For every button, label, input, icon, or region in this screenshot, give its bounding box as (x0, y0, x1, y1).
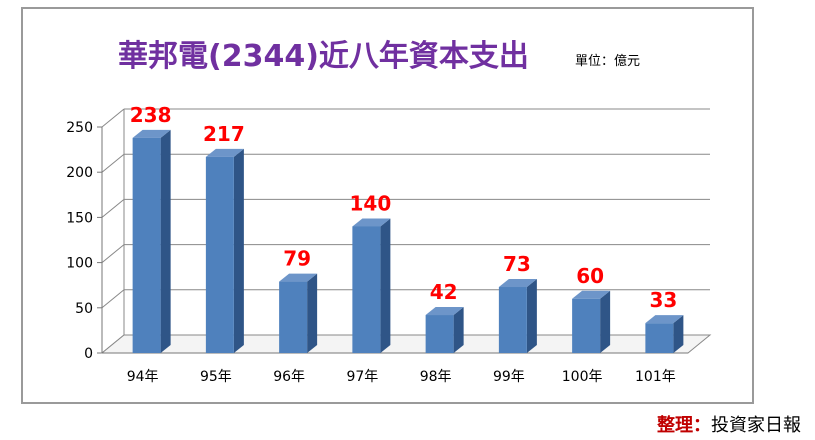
x-tick-label: 96年 (273, 369, 305, 385)
data-label: 42 (430, 280, 458, 304)
bar (645, 323, 674, 353)
bar (498, 287, 527, 353)
bar-side (380, 218, 391, 353)
bar-top (352, 218, 391, 227)
gridlines (101, 108, 710, 354)
x-tick-label: 100年 (562, 369, 603, 385)
gridline-diagonal (101, 153, 125, 173)
y-tick-label: 50 (75, 301, 93, 317)
gridline-diagonal (101, 244, 125, 263)
bar-top (572, 290, 611, 299)
bar (205, 156, 234, 353)
bar (352, 226, 381, 353)
labels: 238 94年 217 95年 79 96年 140 97年 42 98年 73 99年 60 100年 3… (127, 103, 678, 385)
x-tick-label: 95年 (200, 369, 232, 385)
gridline-diagonal (101, 108, 125, 128)
y-tick-label: 200 (66, 165, 93, 181)
bar-side (600, 290, 611, 353)
y-tick-label: 0 (84, 346, 93, 362)
source-credit: 整理：投資家日報 (657, 411, 801, 437)
bar (572, 298, 601, 353)
bar-top (205, 148, 244, 157)
bar-side (673, 315, 684, 353)
x-tick-label: 98年 (420, 369, 452, 385)
axes: 0 50 100 150 200 250 (66, 109, 712, 362)
bar-top (132, 129, 171, 138)
bar (279, 281, 308, 353)
bar-top (279, 273, 318, 282)
x-tick-label: 97年 (346, 369, 378, 385)
data-label: 73 (503, 252, 531, 276)
bars (132, 129, 684, 353)
data-label: 140 (350, 191, 392, 215)
unit-label: 單位：億元 (575, 54, 641, 69)
bar-side (453, 307, 464, 353)
bar-top (498, 279, 537, 288)
data-label: 238 (130, 103, 172, 127)
bar-side (307, 273, 318, 353)
y-tick-label: 100 (66, 256, 93, 272)
y-tick-label: 150 (66, 210, 93, 226)
data-label: 217 (203, 122, 245, 146)
bar-side (526, 279, 537, 353)
bar-side (160, 129, 171, 353)
data-label: 60 (576, 264, 604, 288)
y-tick-label: 250 (66, 120, 93, 136)
bar (425, 315, 454, 353)
bar (132, 137, 161, 353)
bar-side (233, 148, 244, 353)
chart-title: 華邦電(2344)近八年資本支出 (118, 39, 529, 74)
x-tick-label: 99年 (493, 369, 525, 385)
x-tick-label: 94年 (127, 369, 159, 385)
x-tick-label: 101年 (635, 369, 676, 385)
data-label: 33 (649, 288, 677, 312)
gridline-diagonal (101, 199, 125, 218)
bar-top (645, 315, 684, 324)
gridline-diagonal (101, 289, 125, 309)
chart-floor (100, 334, 712, 354)
source-org: 投資家日報 (711, 415, 801, 436)
bar-top (425, 307, 464, 316)
data-label: 79 (283, 247, 311, 271)
source-label: 整理： (657, 415, 711, 436)
